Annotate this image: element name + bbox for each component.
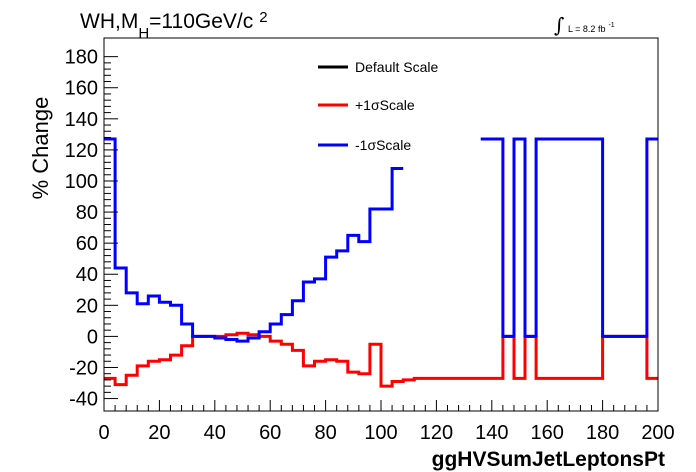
y-tick-label: 60 bbox=[76, 233, 98, 255]
y-tick-label: 180 bbox=[65, 47, 98, 69]
process-label-rest: =110GeV/c bbox=[149, 10, 253, 33]
y-tick-label: -40 bbox=[69, 389, 98, 411]
legend-label-default: Default Scale bbox=[355, 59, 438, 75]
series-line-1 bbox=[104, 331, 658, 388]
y-tick-label: 40 bbox=[76, 264, 98, 286]
legend: Default Scale +1σScale -1σScale bbox=[318, 59, 438, 153]
x-tick-label: 180 bbox=[586, 422, 619, 444]
y-tick-label: 20 bbox=[76, 295, 98, 317]
legend-label-plus: +1σScale bbox=[355, 97, 415, 113]
x-tick-label: 80 bbox=[314, 422, 336, 444]
x-tick-label: 120 bbox=[420, 422, 453, 444]
x-tick-label: 0 bbox=[98, 422, 109, 444]
series-line-2 bbox=[104, 137, 658, 343]
x-tick-label: 40 bbox=[204, 422, 226, 444]
y-axis-title: % Change bbox=[28, 97, 53, 200]
y-tick-label: 160 bbox=[65, 78, 98, 100]
process-label-sub: H bbox=[138, 25, 149, 42]
y-tick-label: 140 bbox=[65, 109, 98, 131]
legend-label-minus: -1σScale bbox=[355, 137, 411, 153]
y-tick-label: -20 bbox=[69, 357, 98, 379]
x-tick-label: 160 bbox=[531, 422, 564, 444]
lumi-value: L = 8.2 fb bbox=[568, 24, 605, 34]
lumi-label: L = 8.2 fb -1 bbox=[568, 22, 615, 34]
y-tick-label: 80 bbox=[76, 202, 98, 224]
x-axis-title: ggHVSumJetLeptonsPt bbox=[432, 448, 665, 471]
axes-layer: 0 20 40 60 80 100 120 140 160 180 200 -40 -20 0 20 40 60… bbox=[65, 47, 675, 444]
process-label-main: WH,M bbox=[80, 10, 138, 33]
process-label: WH,MH=110GeV/c 2 bbox=[80, 9, 268, 42]
y-tick-label: 100 bbox=[65, 171, 98, 193]
y-tick-label: 120 bbox=[65, 140, 98, 162]
series-layer bbox=[104, 137, 658, 388]
y-tick-label: 0 bbox=[87, 326, 98, 348]
x-tick-label: 140 bbox=[475, 422, 508, 444]
process-label-sup: 2 bbox=[259, 9, 267, 26]
x-tick-label: 100 bbox=[364, 422, 397, 444]
x-tick-label: 20 bbox=[148, 422, 170, 444]
lumi-integral: ∫ bbox=[554, 13, 564, 37]
x-tick-label: 60 bbox=[259, 422, 281, 444]
lumi-sup: -1 bbox=[608, 22, 614, 29]
x-tick-label: 200 bbox=[641, 422, 674, 444]
